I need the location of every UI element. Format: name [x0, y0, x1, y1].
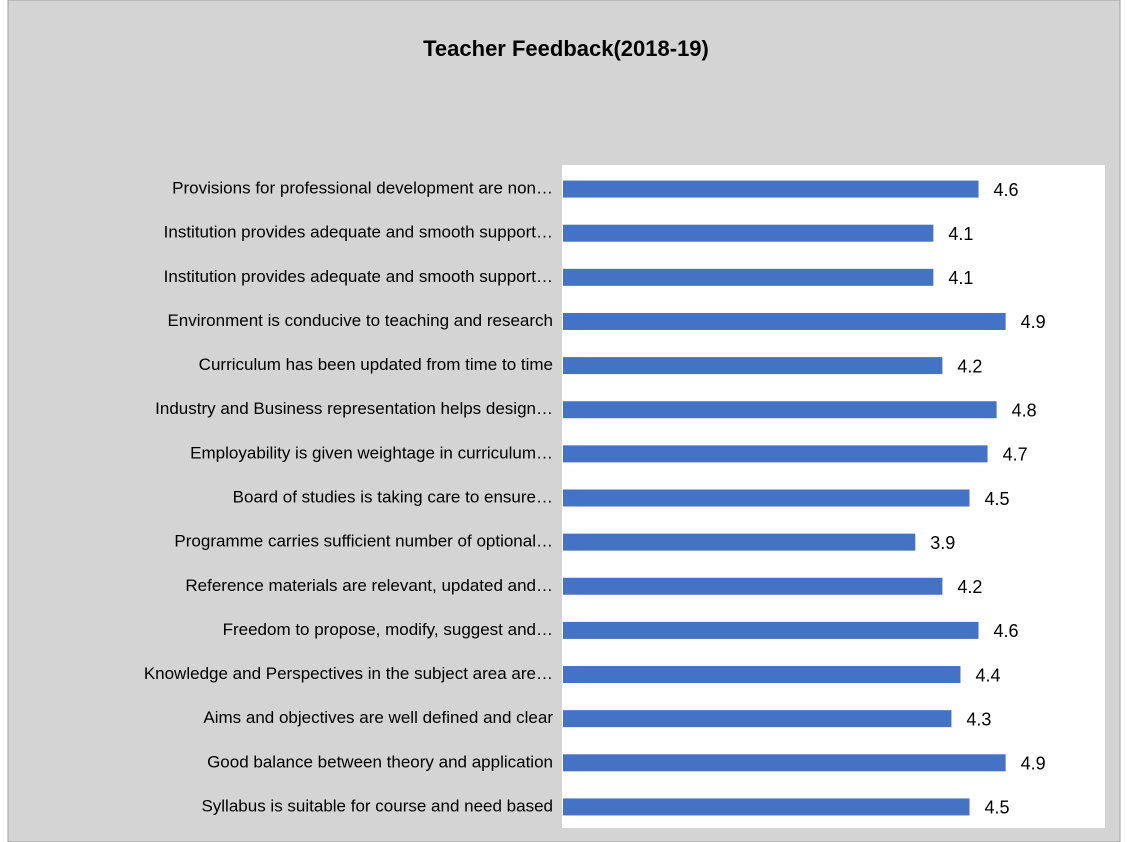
bar	[563, 180, 979, 198]
y-tick-label: Good balance between theory and applicat…	[207, 752, 553, 771]
value-label: 4.2	[957, 356, 982, 376]
bar	[563, 533, 916, 551]
y-tick-label: Knowledge and Perspectives in the subjec…	[144, 664, 553, 683]
y-tick-label: Reference materials are relevant, update…	[185, 576, 553, 595]
y-tick-label: Institution provides adequate and smooth…	[164, 223, 553, 242]
bar	[563, 357, 943, 375]
value-label: 4.9	[1021, 754, 1046, 774]
y-tick-label: Provisions for professional development …	[172, 179, 553, 198]
value-label: 4.6	[994, 180, 1019, 200]
value-label: 4.6	[994, 621, 1019, 641]
value-label: 4.9	[1021, 312, 1046, 332]
y-tick-label: Syllabus is suitable for course and need…	[201, 796, 553, 815]
bar	[563, 798, 970, 816]
y-tick-label: Aims and objectives are well defined and…	[203, 708, 553, 727]
value-label: 3.9	[930, 533, 955, 553]
bar	[563, 401, 997, 419]
bar	[563, 445, 988, 463]
y-tick-label: Industry and Business representation hel…	[155, 399, 553, 418]
y-tick-label: Programme carries sufficient number of o…	[174, 532, 553, 551]
value-label: 4.7	[1003, 445, 1028, 465]
bar	[563, 224, 934, 242]
value-label: 4.5	[985, 798, 1010, 818]
bar	[563, 621, 979, 639]
value-label: 4.1	[948, 224, 973, 244]
y-tick-label: Employability is given weightage in curr…	[190, 443, 553, 462]
bar	[563, 666, 961, 684]
value-label: 4.5	[985, 489, 1010, 509]
value-label: 4.3	[966, 709, 991, 729]
value-label: 4.4	[975, 665, 1000, 685]
bar	[563, 268, 934, 286]
y-tick-label: Board of studies is taking care to ensur…	[233, 487, 553, 506]
bar	[563, 710, 952, 728]
value-label: 4.2	[957, 577, 982, 597]
bar	[563, 312, 1006, 330]
y-tick-label: Freedom to propose, modify, suggest and…	[223, 620, 553, 639]
y-tick-label: Institution provides adequate and smooth…	[164, 267, 553, 286]
bar	[563, 489, 970, 507]
value-label: 4.1	[948, 268, 973, 288]
chart-title: Teacher Feedback(2018-19)	[423, 36, 709, 61]
y-tick-label: Environment is conducive to teaching and…	[167, 311, 553, 330]
bar	[563, 754, 1006, 772]
value-label: 4.8	[1012, 400, 1037, 420]
bar	[563, 577, 943, 595]
y-tick-label: Curriculum has been updated from time to…	[199, 355, 553, 374]
